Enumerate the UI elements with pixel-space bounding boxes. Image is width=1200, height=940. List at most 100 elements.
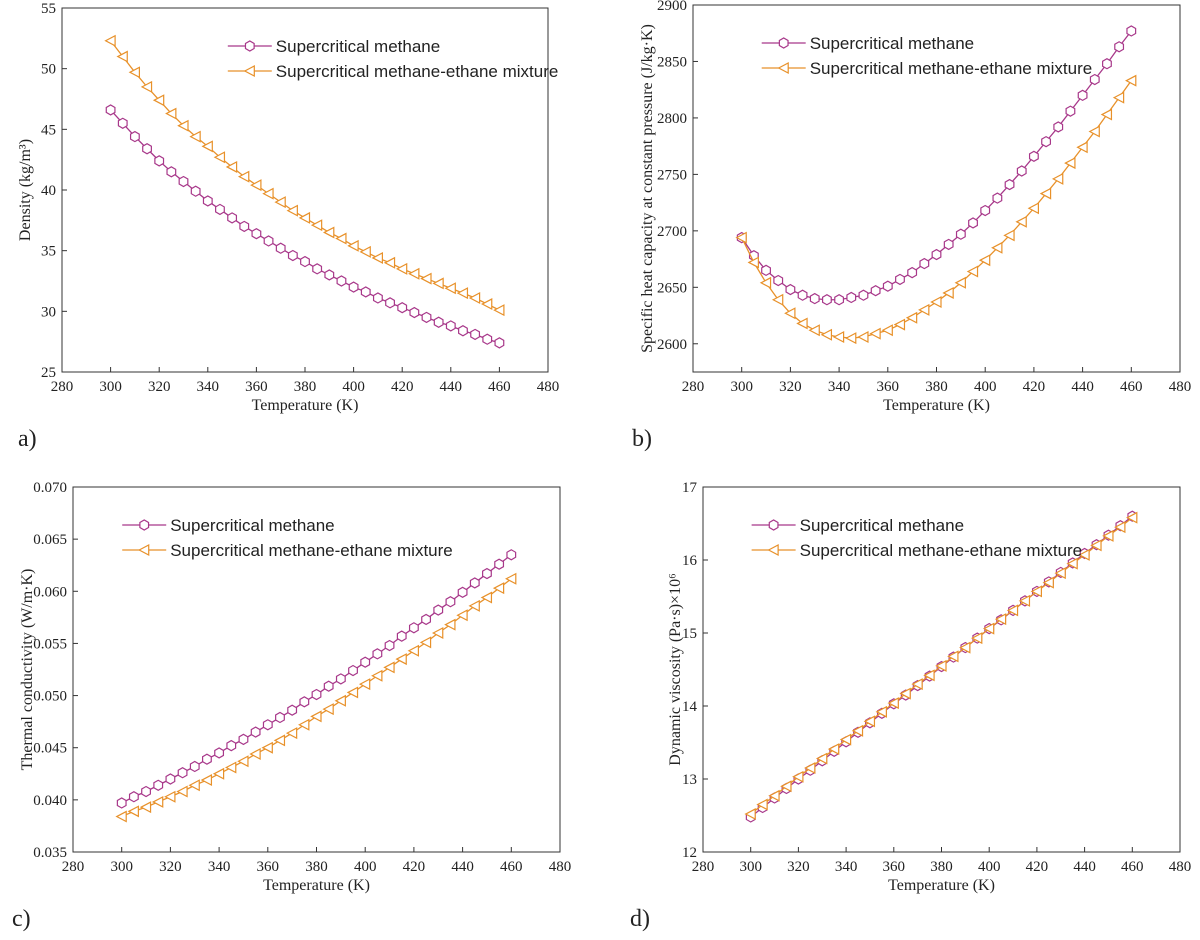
x-tick-label: 280: [51, 379, 74, 395]
marker: [395, 653, 407, 666]
x-tick-label: 380: [305, 859, 328, 875]
marker: [384, 639, 395, 652]
x-tick-label: 320: [159, 859, 182, 875]
x-tick-label: 280: [692, 859, 715, 875]
marker: [1018, 594, 1031, 607]
marker: [385, 297, 395, 309]
marker: [127, 805, 139, 818]
marker: [768, 519, 779, 531]
x-tick-label: 480: [549, 859, 572, 875]
marker: [445, 320, 456, 332]
marker: [875, 705, 887, 718]
marker: [177, 119, 189, 132]
marker: [139, 519, 150, 531]
marker: [348, 664, 358, 677]
marker: [480, 298, 493, 311]
marker: [251, 227, 262, 240]
marker: [262, 719, 273, 731]
marker: [1051, 172, 1064, 185]
marker: [262, 187, 274, 200]
marker: [768, 789, 780, 802]
marker: [165, 773, 176, 785]
marker: [433, 316, 444, 328]
marker: [756, 798, 768, 811]
marker: [468, 291, 481, 304]
marker: [780, 780, 792, 793]
marker: [115, 810, 127, 823]
marker: [348, 281, 359, 293]
marker: [1065, 105, 1076, 117]
marker: [407, 644, 419, 657]
marker: [506, 549, 517, 561]
marker: [244, 40, 255, 52]
marker: [870, 285, 881, 297]
marker: [777, 62, 789, 74]
marker: [243, 65, 255, 77]
y-tick-label: 13: [682, 772, 697, 788]
legend-label: Supercritical methane: [170, 516, 334, 535]
marker: [792, 770, 804, 783]
x-tick-label: 340: [835, 859, 858, 875]
marker: [881, 324, 893, 337]
marker: [117, 117, 128, 129]
x-tick-label: 300: [739, 859, 762, 875]
legend-label: Supercritical methane-ethane mixture: [170, 541, 453, 560]
marker: [336, 275, 347, 287]
marker: [1078, 548, 1090, 561]
x-tick-label: 360: [245, 379, 268, 395]
marker: [827, 743, 840, 756]
y-tick-label: 2900: [657, 0, 687, 14]
marker: [899, 687, 911, 700]
marker: [458, 325, 468, 337]
marker: [851, 724, 864, 737]
marker: [857, 331, 869, 343]
y-tick-label: 2700: [657, 224, 687, 240]
marker: [165, 107, 177, 120]
marker: [982, 622, 995, 635]
marker: [771, 293, 784, 306]
marker: [767, 544, 779, 556]
marker: [188, 779, 200, 792]
marker: [808, 324, 820, 337]
marker: [273, 734, 286, 747]
y-tick-label: 30: [41, 304, 56, 320]
marker: [105, 104, 116, 116]
marker: [141, 785, 151, 798]
marker: [237, 755, 249, 768]
x-tick-label: 300: [99, 379, 122, 395]
x-tick-label: 420: [1026, 859, 1049, 875]
marker: [420, 272, 432, 285]
marker: [189, 130, 201, 143]
x-tick-label: 360: [883, 859, 906, 875]
marker: [1003, 229, 1015, 242]
marker: [433, 604, 444, 616]
marker: [153, 779, 164, 791]
marker: [942, 286, 954, 299]
marker: [761, 264, 771, 277]
marker: [310, 710, 322, 723]
y-tick-label: 17: [682, 480, 698, 496]
legend-label: Supercritical methane-ethane mixture: [810, 59, 1093, 78]
marker: [142, 143, 152, 155]
marker: [275, 242, 286, 254]
y-tick-label: 12: [682, 845, 697, 861]
y-tick-label: 0.060: [33, 584, 67, 600]
marker: [154, 155, 165, 167]
chart-panel: 280 300 320 340 360 380 400 420 440 460 480 12 13 14 1…: [630, 480, 1191, 932]
marker: [421, 311, 432, 324]
marker: [298, 718, 310, 731]
y-axis-label: Density (kg/m³): [17, 139, 34, 241]
marker: [735, 231, 747, 244]
marker: [215, 203, 225, 216]
marker: [895, 273, 905, 286]
marker: [994, 613, 1007, 626]
marker: [226, 739, 237, 752]
marker: [287, 704, 298, 716]
x-tick-label: 440: [1073, 859, 1096, 875]
marker: [372, 648, 383, 660]
marker: [347, 239, 359, 252]
marker: [980, 204, 991, 217]
marker: [773, 274, 784, 287]
marker: [128, 791, 139, 803]
marker: [116, 797, 127, 809]
